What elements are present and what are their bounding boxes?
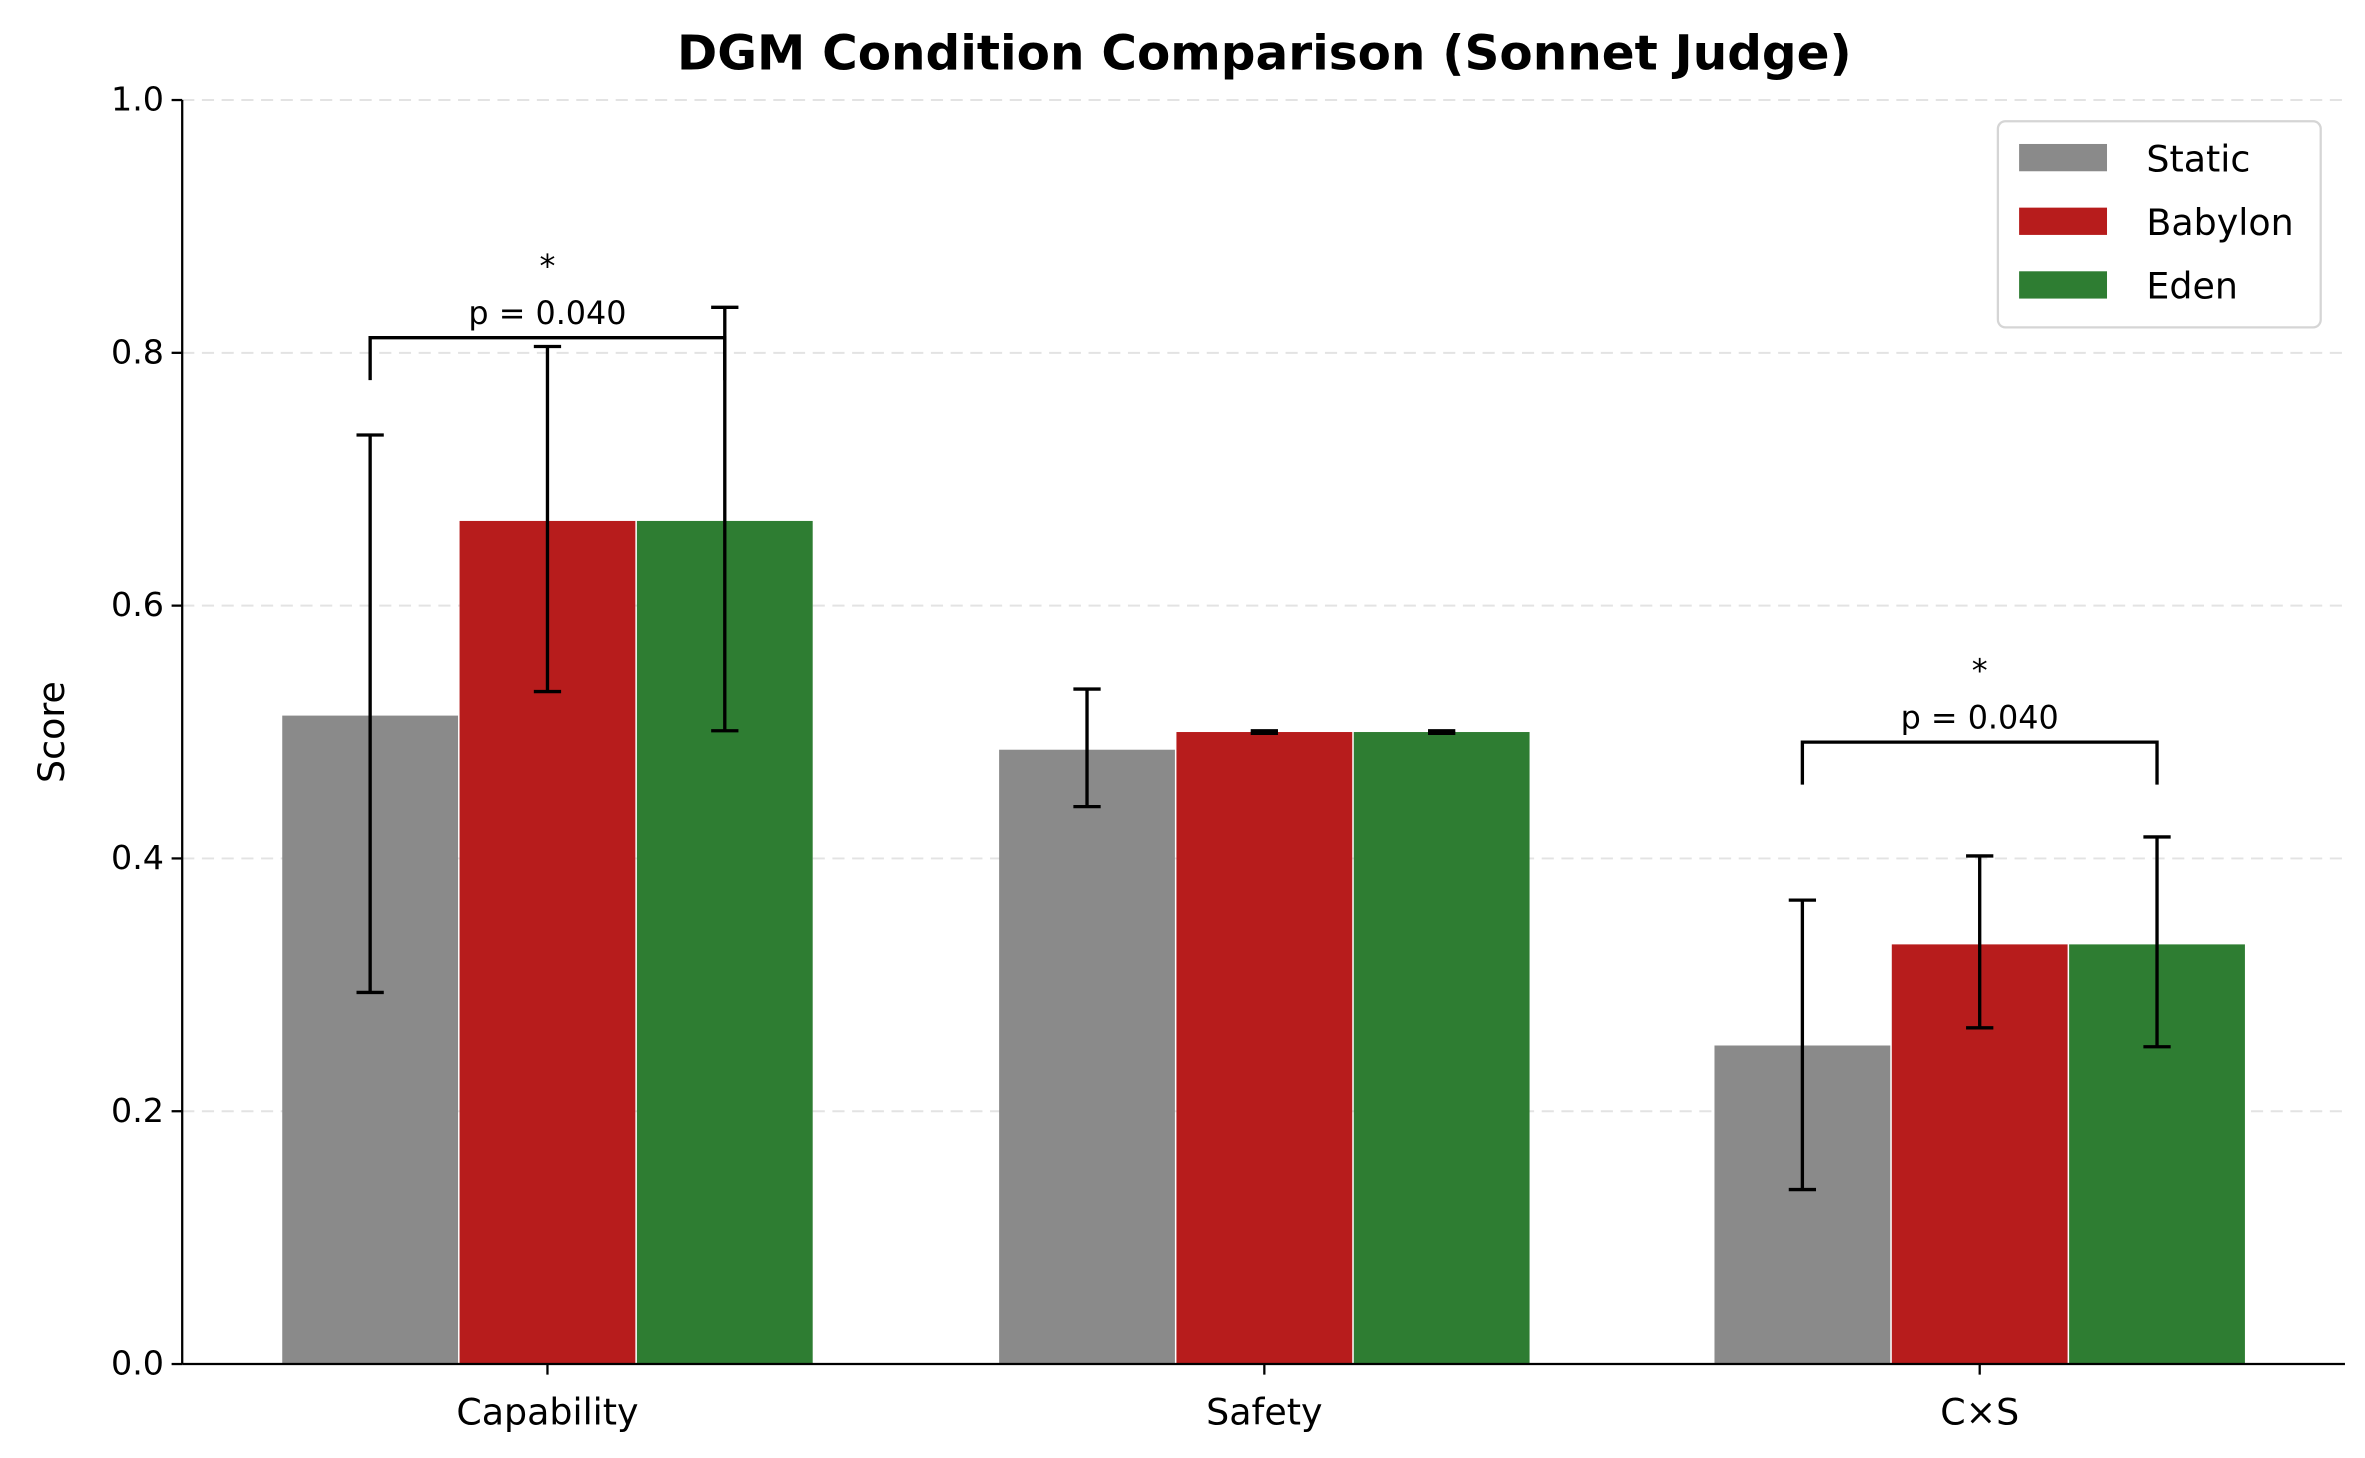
chart-title: DGM Condition Comparison (Sonnet Judge) [677, 26, 1852, 82]
y-tick-label: 0.6 [111, 585, 164, 624]
x-tick-label: Capability [456, 1391, 638, 1434]
y-tick-label: 0.4 [111, 838, 164, 877]
p-value-label: p = 0.040 [468, 294, 626, 332]
legend-label-babylon: Babylon [2146, 201, 2293, 244]
legend-swatch-static [2019, 143, 2108, 172]
bar-babylon [1176, 732, 1353, 1365]
bar-static [999, 749, 1175, 1365]
x-tick-label: Safety [1206, 1391, 1322, 1434]
y-tick-label: 0.2 [111, 1091, 164, 1130]
bar-eden [1353, 732, 1530, 1365]
y-tick-label: 0.0 [111, 1344, 164, 1383]
x-tick-label: C×S [1940, 1391, 2019, 1434]
significance-bracket [368, 335, 727, 381]
legend-label-eden: Eden [2146, 265, 2237, 308]
y-tick-label: 0.8 [111, 332, 164, 371]
significance-bracket [1800, 740, 2159, 785]
significance-stars: * [540, 247, 556, 285]
y-tick-label: 1.0 [111, 80, 164, 119]
p-value-label: p = 0.040 [1901, 699, 2059, 737]
legend-swatch-babylon [2019, 207, 2108, 235]
y-axis-label: Score [30, 681, 73, 783]
legend: Static Babylon Eden [1996, 120, 2322, 329]
significance-stars: * [1972, 652, 1988, 690]
legend-swatch-eden [2019, 271, 2108, 299]
legend-label-static: Static [2146, 137, 2250, 180]
